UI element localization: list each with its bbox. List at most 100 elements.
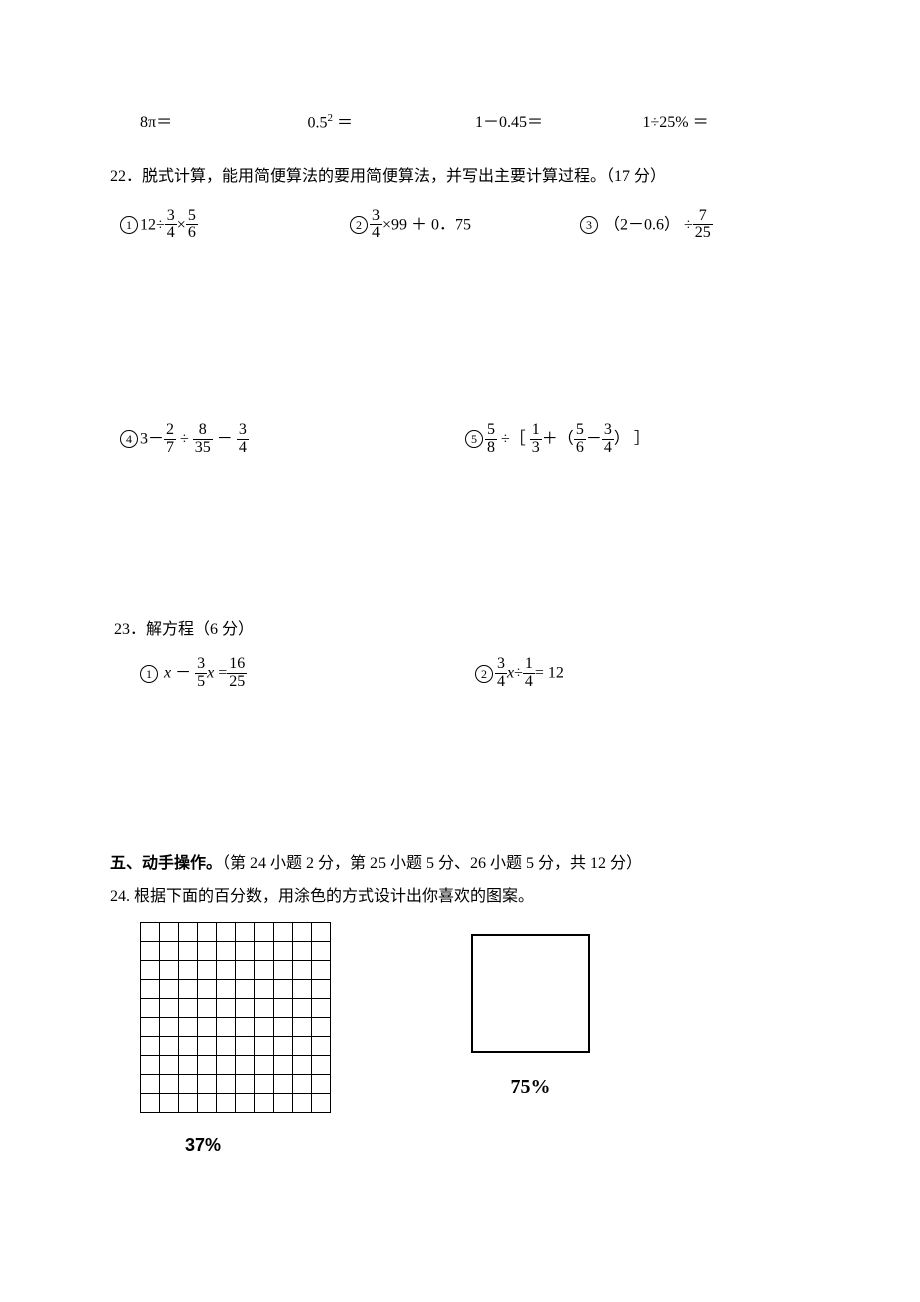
grid-cell [141, 1094, 160, 1113]
grid-cell [255, 1094, 274, 1113]
grid-cell [179, 1056, 198, 1075]
grid-cell [179, 999, 198, 1018]
grid-cell [160, 1056, 179, 1075]
grid-cell [217, 942, 236, 961]
grid-cell [198, 961, 217, 980]
grid-cell [160, 961, 179, 980]
grid-cell [312, 1018, 331, 1037]
grid-cell [312, 961, 331, 980]
grid-cell [293, 999, 312, 1018]
expr-0-5-sq: 0.52 ＝ [308, 110, 476, 136]
grid-cell [236, 1094, 255, 1113]
grid-cell [312, 1075, 331, 1094]
grid-cell [236, 999, 255, 1018]
grid-cell [293, 1094, 312, 1113]
grid-cell [179, 1018, 198, 1037]
grid-cell [312, 999, 331, 1018]
grid-cell [198, 1094, 217, 1113]
grid-cell [217, 961, 236, 980]
circled-4-icon: 4 [120, 430, 138, 448]
grid-cell [141, 1075, 160, 1094]
equation-2: 234x÷14= 12 [475, 656, 810, 691]
grid-cell [198, 1018, 217, 1037]
equation-1: 1 x － 35x =1625 [140, 656, 475, 691]
question-22: 22．脱式计算，能用简便算法的要用简便算法，并写出主要计算过程。（17 分） [110, 164, 810, 190]
grid-cell [293, 942, 312, 961]
grid-cell [255, 1037, 274, 1056]
figures-row: 37% 75% [140, 922, 810, 1160]
grid-cell [160, 980, 179, 999]
grid-cell [160, 1075, 179, 1094]
square-box [471, 934, 590, 1053]
grid-cell [274, 961, 293, 980]
grid-cell [217, 1094, 236, 1113]
circled-2-icon: 2 [475, 665, 493, 683]
section-5-points: （第 24 小题 2 分，第 25 小题 5 分、26 小题 5 分，共 12 … [222, 855, 642, 872]
grid-cell [274, 1056, 293, 1075]
question-23: 23．解方程（6 分） [114, 617, 810, 643]
grid-cell [217, 980, 236, 999]
grid-cell [179, 961, 198, 980]
figure-75pct: 75% [471, 922, 590, 1103]
grid-cell [274, 1018, 293, 1037]
grid-cell [160, 1018, 179, 1037]
grid-cell [198, 1037, 217, 1056]
caption-75pct: 75% [511, 1071, 551, 1103]
grid-cell [160, 942, 179, 961]
grid-cell [179, 980, 198, 999]
grid-cell [255, 942, 274, 961]
grid-cell [217, 1056, 236, 1075]
grid-cell [217, 1018, 236, 1037]
problems-row-2: 43－27 ÷ 835 － 34 558 ÷［ 13＋（56－34） ］ [120, 422, 810, 457]
circled-5-icon: 5 [465, 430, 483, 448]
grid-cell [141, 961, 160, 980]
grid-cell [198, 923, 217, 942]
grid-cell [255, 999, 274, 1018]
grid-cell [312, 1056, 331, 1075]
grid-cell [293, 1056, 312, 1075]
grid-cell [236, 1037, 255, 1056]
grid-cell [312, 923, 331, 942]
grid-cell [312, 1037, 331, 1056]
grid-cell [255, 1018, 274, 1037]
grid-cell [255, 1075, 274, 1094]
grid-cell [312, 980, 331, 999]
grid-cell [141, 1056, 160, 1075]
grid-cell [179, 942, 198, 961]
grid-cell [255, 923, 274, 942]
grid-cell [236, 1056, 255, 1075]
circled-1-icon: 1 [140, 665, 158, 683]
expr-8pi: 8π＝ [140, 110, 308, 136]
grid-cell [312, 942, 331, 961]
grid-cell [217, 1037, 236, 1056]
grid-cell [236, 980, 255, 999]
grid-cell [160, 999, 179, 1018]
grid-cell [274, 980, 293, 999]
expr-1-minus-045: 1－0.45＝ [475, 110, 643, 136]
grid-cell [179, 923, 198, 942]
circled-3-icon: 3 [580, 216, 598, 234]
question-24: 24. 根据下面的百分数，用涂色的方式设计出你喜欢的图案。 [110, 884, 810, 910]
grid-cell [236, 1075, 255, 1094]
equations-row: 1 x － 35x =1625 234x÷14= 12 [140, 656, 810, 691]
grid-cell [255, 1056, 274, 1075]
problem-2: 234×99 ＋ 0．75 [350, 208, 580, 243]
grid-cell [141, 999, 160, 1018]
grid-cell [255, 980, 274, 999]
grid-cell [179, 1075, 198, 1094]
grid-cell [236, 942, 255, 961]
grid-cell [141, 942, 160, 961]
problems-row-1: 112÷34×56 234×99 ＋ 0．75 3 （2－0.6） ÷725 [120, 208, 810, 243]
grid-cell [293, 961, 312, 980]
figure-37pct: 37% [140, 922, 331, 1160]
grid-cell [198, 942, 217, 961]
grid-cell [179, 1037, 198, 1056]
grid-cell [217, 923, 236, 942]
grid-cell [293, 1075, 312, 1094]
grid-cell [198, 980, 217, 999]
grid-cell [274, 1037, 293, 1056]
grid-cell [160, 1037, 179, 1056]
section-5-label: 五、动手操作。 [110, 855, 222, 872]
grid-cell [236, 961, 255, 980]
grid-cell [160, 923, 179, 942]
